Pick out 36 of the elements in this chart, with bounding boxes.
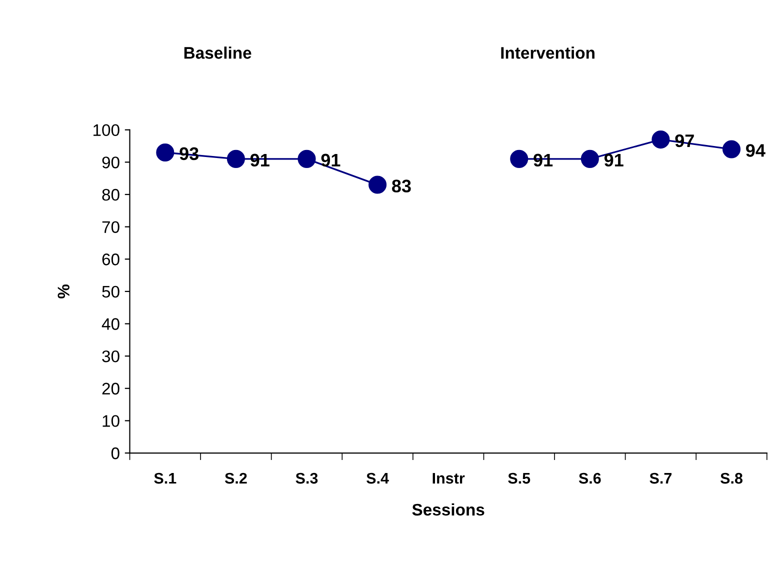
x-tick-label: S.3 — [296, 472, 318, 484]
y-tick-label: 50 — [102, 286, 120, 298]
y-tick-label: 70 — [102, 221, 120, 233]
point — [226, 150, 245, 168]
y-axis-title: % — [58, 284, 70, 298]
x-axis-title: Sessions — [412, 503, 484, 516]
x-tick-label: S.4 — [366, 472, 389, 484]
x-tick-label: S.2 — [224, 472, 247, 484]
data-label: 91 — [604, 154, 624, 167]
x-tick-label: Instr — [432, 473, 465, 484]
point — [368, 176, 387, 194]
y-tick-label: 30 — [102, 350, 120, 362]
text: Intervention — [501, 46, 594, 59]
data-label: 94 — [746, 144, 766, 157]
point — [156, 143, 174, 162]
y-tick-label: 90 — [102, 156, 120, 168]
point — [298, 150, 316, 168]
y-tick-label: 80 — [102, 188, 120, 201]
x-tick-label: S.7 — [650, 472, 672, 484]
point — [580, 150, 599, 168]
x-tick-label: S.8 — [720, 472, 742, 484]
x-tick-label: S.6 — [578, 472, 601, 484]
x-tick-label: S.5 — [508, 472, 530, 484]
x-tick-label: S.1 — [154, 472, 176, 484]
point — [722, 140, 741, 158]
point — [510, 150, 528, 168]
y-tick-label: 40 — [102, 318, 120, 330]
y-tick-label: 60 — [102, 254, 120, 266]
y-tick-label: 10 — [102, 415, 120, 427]
y-tick-label: 0 — [111, 447, 120, 460]
data-label: 83 — [392, 180, 411, 192]
y-tick-label: 100 — [94, 124, 120, 136]
text: Baseline — [184, 46, 252, 59]
data-label: 91 — [321, 154, 340, 167]
y-tick-label: 20 — [102, 382, 120, 395]
point — [652, 130, 670, 149]
